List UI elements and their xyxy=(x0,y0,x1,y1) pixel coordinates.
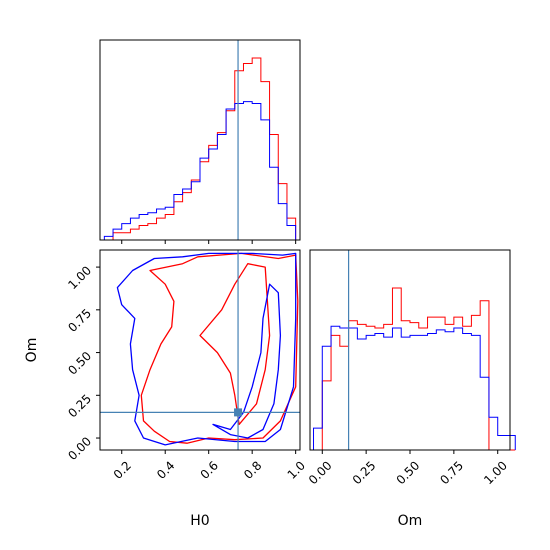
om-hist-x-axis-label: Om xyxy=(398,513,423,529)
h0-hist-frame xyxy=(99,39,301,241)
om-hist-series-2 xyxy=(313,325,516,450)
joint-contour-3 xyxy=(116,252,297,446)
joint-truth-marker xyxy=(234,408,243,417)
joint-contour-2 xyxy=(199,263,271,426)
joint-contour-1 xyxy=(140,252,299,444)
joint-x-axis-label: H0 xyxy=(190,513,209,529)
joint-contours xyxy=(116,252,299,446)
joint-frame xyxy=(99,249,301,451)
h0-hist-series-1 xyxy=(104,57,297,241)
h0-histogram-panel xyxy=(99,39,301,244)
h0-hist-series-2 xyxy=(103,101,297,240)
joint-y-axis-label: Om xyxy=(24,338,40,363)
joint-contour-4 xyxy=(212,283,282,439)
